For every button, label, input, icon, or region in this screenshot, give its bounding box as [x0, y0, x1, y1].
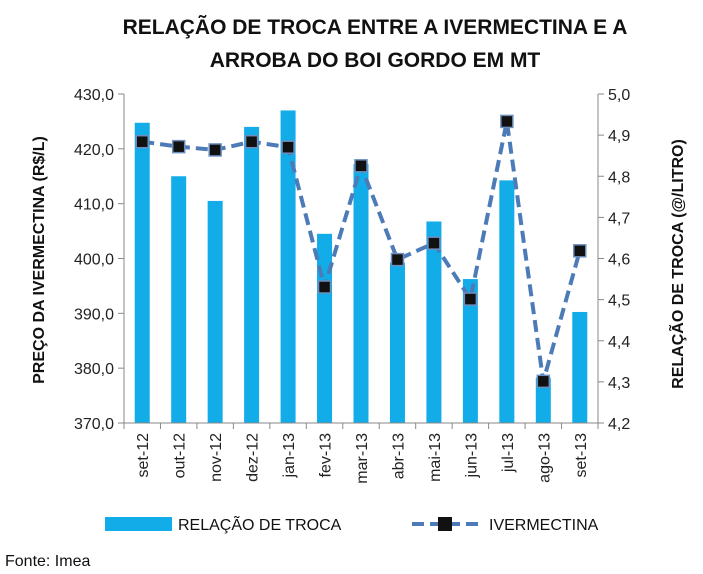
- x-tick-label: set-13: [573, 433, 590, 478]
- point-set-13: [573, 244, 587, 258]
- right-tick-label: 4,2: [608, 416, 630, 433]
- right-axis-title: RELAÇÃO DE TROCA (@/LITRO): [667, 139, 687, 389]
- right-tick-label: 4,9: [608, 128, 630, 145]
- point-set-12: [135, 134, 149, 149]
- left-tick-label: 400,0: [74, 252, 114, 269]
- left-tick-label: 410,0: [74, 197, 114, 214]
- point-nov-12: [208, 143, 222, 157]
- bar-nov-12: [207, 200, 223, 423]
- x-tick-label: out-12: [172, 433, 189, 478]
- right-tick-label: 4,7: [608, 210, 630, 227]
- left-tick-label: 380,0: [74, 361, 114, 378]
- point-jun-13: [463, 292, 478, 306]
- bar-set-13: [572, 311, 588, 423]
- point-dez-12: [244, 134, 259, 149]
- bar-abr-13: [389, 262, 405, 423]
- right-tick-label: 5,0: [608, 87, 630, 104]
- x-tick-label: jun-13: [463, 433, 480, 479]
- left-tick-label: 420,0: [74, 142, 114, 159]
- point-mar-13: [354, 159, 368, 173]
- point-jan-13: [281, 140, 295, 154]
- left-y-axis: 370,0 380,0 390,0 400,0 410,0 420,0 430,0: [74, 87, 125, 433]
- point-abr-13: [390, 252, 405, 267]
- x-axis: set-12 out-12 nov-12 dez-12 jan-13 fev-13 mar-…: [123, 422, 599, 484]
- bar-jan-13: [280, 110, 296, 423]
- right-tick-label: 4,3: [608, 375, 630, 392]
- left-axis-title: PREÇO DA IVERMECTINA (R$/L): [31, 136, 48, 384]
- source-note: Fonte: Imea: [5, 553, 90, 570]
- bar-jun-13: [462, 279, 478, 423]
- right-y-axis: 4,2 4,3 4,4 4,5 4,6 4,7 4,8 4,9 5,0: [597, 87, 630, 433]
- bar-mai-13: [426, 221, 442, 423]
- x-tick-label: dez-12: [245, 433, 262, 482]
- x-tick-label: nov-12: [208, 433, 225, 482]
- x-tick-label: mai-13: [427, 433, 444, 482]
- x-tick-label: fev-13: [318, 433, 335, 478]
- x-tick-label: jul-13: [500, 433, 517, 473]
- legend: RELAÇÃO DE TROCA IVERMECTINA: [105, 514, 599, 534]
- bar-mar-13: [353, 163, 369, 423]
- point-mai-13: [427, 236, 441, 250]
- bar-dez-12: [244, 126, 260, 424]
- point-ago-13: [536, 374, 551, 389]
- bar-series-relacao-de-troca: [134, 110, 588, 424]
- legend-swatch-marker: [438, 517, 452, 531]
- bar-set-12: [134, 122, 150, 423]
- legend-label-relacao-de-troca: RELAÇÃO DE TROCA: [178, 514, 342, 534]
- chart-title-line-1: RELAÇÃO DE TROCA ENTRE A IVERMECTINA E A: [123, 16, 628, 39]
- left-tick-label: 430,0: [74, 87, 114, 104]
- x-tick-label: set-12: [135, 433, 152, 478]
- legend-swatch-bar: [105, 517, 172, 531]
- x-tick-label: jan-13: [281, 433, 298, 479]
- point-jul-13: [500, 114, 514, 129]
- left-tick-label: 390,0: [74, 306, 114, 323]
- line-series-ivermectina: [135, 114, 587, 389]
- bar-out-12: [171, 176, 187, 423]
- right-tick-label: 4,4: [608, 334, 630, 351]
- point-out-12: [171, 139, 186, 154]
- right-tick-label: 4,6: [608, 252, 630, 269]
- x-tick-label: abr-13: [390, 433, 407, 479]
- bar-jul-13: [499, 180, 515, 423]
- point-fev-13: [317, 280, 332, 294]
- bar-ago-13: [535, 377, 551, 423]
- bar-fev-13: [317, 233, 333, 423]
- chart-title-line-2: ARROBA DO BOI GORDO EM MT: [210, 49, 541, 72]
- left-tick-label: 370,0: [74, 416, 114, 433]
- right-tick-label: 4,5: [608, 293, 630, 310]
- x-tick-label: ago-13: [536, 433, 553, 483]
- legend-label-ivermectina: IVERMECTINA: [489, 517, 599, 534]
- right-tick-label: 4,8: [608, 169, 630, 186]
- x-tick-label: mar-13: [354, 433, 371, 484]
